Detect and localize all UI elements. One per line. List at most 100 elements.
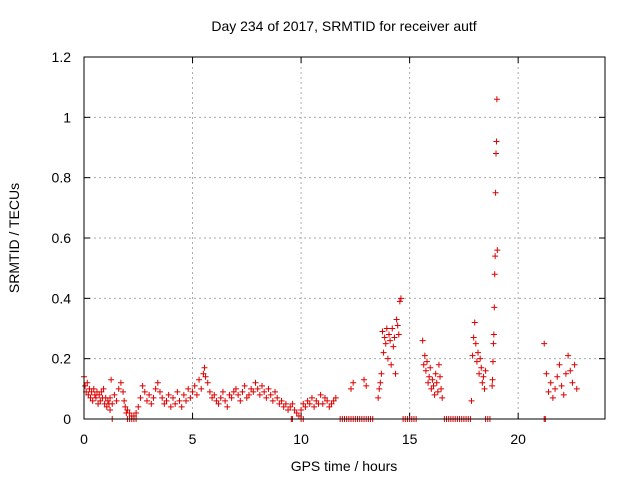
data-point: [493, 150, 500, 157]
data-point: [226, 391, 233, 398]
data-point: [150, 394, 157, 401]
data-point: [332, 394, 339, 401]
data-point: [491, 271, 498, 278]
data-point: [313, 397, 320, 404]
data-point: [172, 400, 179, 407]
data-point: [202, 373, 209, 380]
data-point: [375, 394, 382, 401]
data-point: [261, 388, 268, 395]
data-point: [492, 189, 499, 196]
data-point: [383, 325, 390, 332]
data-point: [491, 304, 498, 311]
data-point: [545, 388, 552, 395]
data-point: [394, 322, 401, 329]
data-point: [285, 406, 292, 413]
data-point: [109, 400, 116, 407]
data-point: [183, 397, 190, 404]
data-point: [295, 412, 302, 419]
data-point: [571, 361, 578, 368]
data-point: [165, 391, 172, 398]
data-point: [235, 391, 242, 398]
data-point: [85, 391, 92, 398]
data-point: [324, 397, 331, 404]
data-point: [434, 388, 441, 395]
data-point: [95, 400, 102, 407]
data-point: [569, 379, 576, 386]
data-point: [471, 319, 478, 326]
data-point: [306, 400, 313, 407]
y-tick-label: 0.8: [52, 170, 72, 186]
data-point: [300, 400, 307, 407]
data-point: [423, 358, 430, 365]
data-point: [90, 385, 97, 392]
data-point: [472, 340, 479, 347]
data-point: [209, 394, 216, 401]
data-point: [380, 349, 387, 356]
data-point: [304, 397, 311, 404]
data-point: [104, 397, 111, 404]
data-point: [552, 385, 559, 392]
data-point: [425, 379, 432, 386]
data-point: [541, 340, 548, 347]
data-point: [376, 385, 383, 392]
data-point: [477, 355, 484, 362]
data-point: [388, 361, 395, 368]
data-point: [437, 373, 444, 380]
data-point: [361, 376, 368, 383]
data-point: [493, 96, 500, 103]
data-point: [237, 397, 244, 404]
y-tick-label: 0.2: [52, 351, 72, 367]
data-point: [196, 376, 203, 383]
x-axis-label: GPS time / hours: [291, 458, 398, 474]
x-tick-label: 15: [402, 431, 418, 447]
data-point: [439, 394, 446, 401]
data-point: [200, 370, 207, 377]
data-point: [254, 385, 261, 392]
data-point: [430, 382, 437, 389]
data-point: [133, 409, 140, 416]
data-point: [348, 385, 355, 392]
data-point: [185, 385, 192, 392]
data-point: [152, 385, 159, 392]
y-tick-label: 1.2: [52, 49, 72, 65]
data-point: [493, 138, 500, 145]
data-point: [245, 391, 252, 398]
y-tick-label: 0: [63, 411, 71, 427]
plot-frame: [83, 56, 606, 420]
data-point: [224, 403, 231, 410]
data-point: [243, 394, 250, 401]
data-point: [302, 403, 309, 410]
data-point: [473, 358, 480, 365]
data-point: [161, 400, 168, 407]
data-point: [139, 382, 146, 389]
data-point: [482, 367, 489, 374]
axis-ticks: 0 0.2 0.4 0.6 0.8 1 1.2 0 5 10 15 20: [52, 49, 605, 447]
y-tick-label: 0.6: [52, 230, 72, 246]
data-point: [431, 391, 438, 398]
data-point: [492, 253, 499, 260]
data-point: [122, 403, 129, 410]
chart-title: Day 234 of 2017, SRMTID for receiver aut…: [211, 18, 476, 34]
y-tick-label: 0.4: [52, 290, 72, 306]
data-point: [263, 394, 270, 401]
data-point: [489, 376, 496, 383]
data-point: [198, 385, 205, 392]
data-point: [556, 361, 563, 368]
data-point: [379, 328, 386, 335]
data-point: [274, 394, 281, 401]
data-point: [88, 388, 95, 395]
data-point: [189, 388, 196, 395]
data-point: [248, 385, 255, 392]
data-point: [222, 397, 229, 404]
data-point: [489, 382, 496, 389]
data-point: [433, 379, 440, 386]
data-point: [92, 394, 99, 401]
data-point: [382, 340, 389, 347]
data-point: [547, 379, 554, 386]
data-point: [228, 394, 235, 401]
data-point: [204, 379, 211, 386]
data-point: [298, 406, 305, 413]
data-point: [174, 388, 181, 395]
data-point: [326, 403, 333, 410]
data-point: [239, 388, 246, 395]
